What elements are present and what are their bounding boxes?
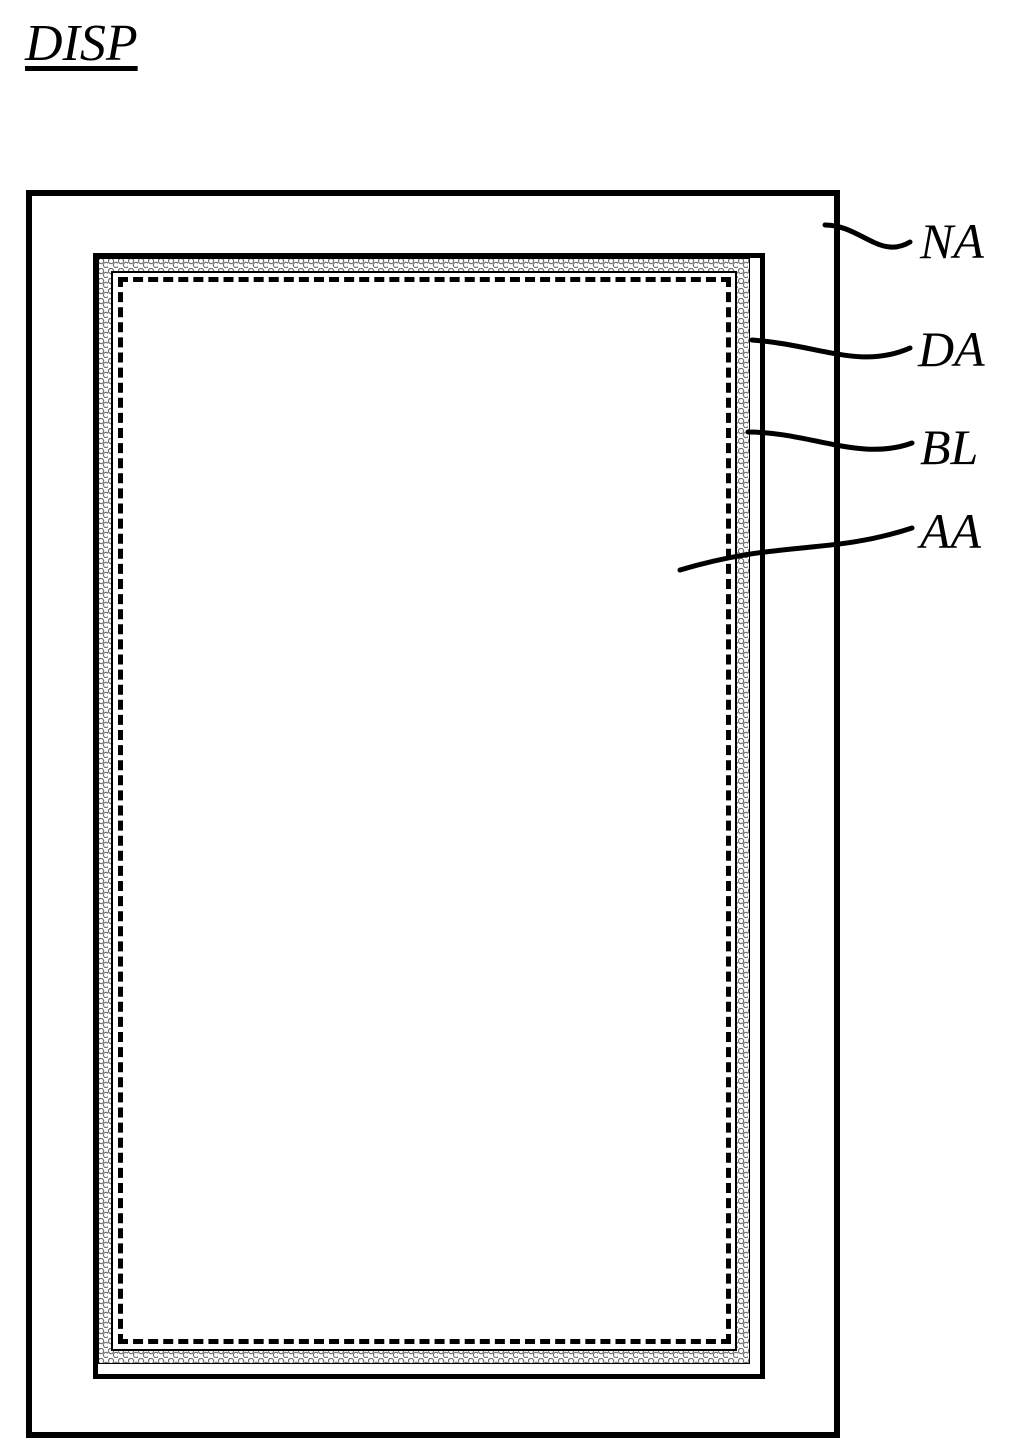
leader-lines [0,0,1016,1454]
label-aa: AA [920,502,981,560]
label-na: NA [920,212,984,270]
figure-page: DISP NA DA BL AA [0,0,1016,1454]
label-bl: BL [920,418,978,476]
label-da: DA [918,320,985,378]
